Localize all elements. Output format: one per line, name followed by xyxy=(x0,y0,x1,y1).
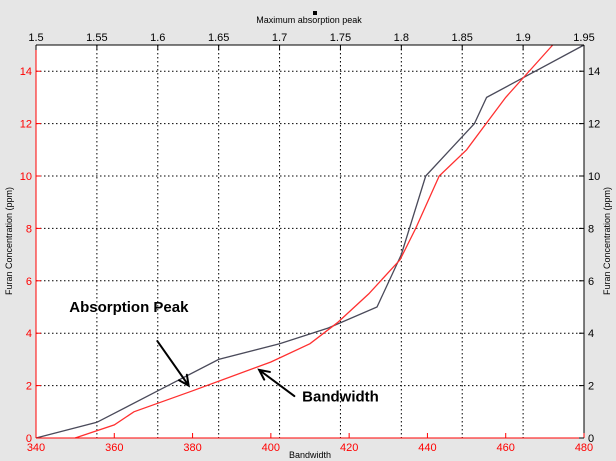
y-left-tick-label: 8 xyxy=(26,223,32,235)
x-bottom-tick-label: 420 xyxy=(340,442,358,454)
y-right-tick-label: 4 xyxy=(588,328,594,340)
x-top-tick-label: 1.85 xyxy=(452,32,473,44)
x-bottom-tick-label: 440 xyxy=(418,442,436,454)
y-right-tick-label: 6 xyxy=(588,276,594,288)
x-top-tick-label: 1.5 xyxy=(28,32,43,44)
y-left-tick-label: 12 xyxy=(20,119,32,131)
series-layer xyxy=(35,44,585,439)
x-top-tick-label: 1.55 xyxy=(86,32,107,44)
annotation-arrow-bandwidth xyxy=(257,368,296,398)
x-top-axis-title: Maximum absorption peak xyxy=(256,15,362,25)
x-bottom-tick-label: 460 xyxy=(497,442,515,454)
y-left-tick-label: 10 xyxy=(20,171,32,183)
x-top-tick-label: 1.75 xyxy=(330,32,351,44)
y-left-tick-label: 4 xyxy=(26,328,32,340)
annotation-layer: Absorption Peak Bandwidth xyxy=(69,299,379,405)
x-bottom-tick-label: 400 xyxy=(262,442,280,454)
series-line-absorption-peak xyxy=(35,44,585,439)
y-left-tick-label: 2 xyxy=(26,381,32,393)
x-bottom-tick-label: 380 xyxy=(183,442,201,454)
x-bottom-tick-label: 360 xyxy=(105,442,123,454)
plot-area xyxy=(36,45,584,438)
axes-layer: 1.5 1.55 1.6 1.65 1.7 1.75 1.8 1.85 1.9 1.95 340 36… xyxy=(20,32,601,454)
y-left-tick-label: 6 xyxy=(26,276,32,288)
y-right-tick-label: 10 xyxy=(588,171,600,183)
y-right-tick-label: 8 xyxy=(588,223,594,235)
x-top-tick-label: 1.95 xyxy=(573,32,594,44)
x-bottom-axis-title: Bandwidth xyxy=(289,450,331,460)
y-right-tick-label: 0 xyxy=(588,433,594,445)
x-bottom-tick-label: 340 xyxy=(27,442,45,454)
annotation-arrow-absorption-peak xyxy=(156,340,190,388)
x-bottom-tick-label: 480 xyxy=(575,442,593,454)
x-top-tick-label: 1.7 xyxy=(272,32,287,44)
x-top-tick-label: 1.9 xyxy=(515,32,530,44)
y-right-axis-title: Furan Concentration (ppm) xyxy=(602,187,612,295)
y-right-tick-label: 14 xyxy=(588,66,600,78)
annotation-label-absorption-peak: Absorption Peak xyxy=(69,299,189,316)
y-left-axis-title: Furan Concentration (ppm) xyxy=(4,187,14,295)
y-left-tick-label: 0 xyxy=(26,433,32,445)
x-top-tick-label: 1.6 xyxy=(150,32,165,44)
top-title-marker xyxy=(313,11,317,15)
y-left-tick-label: 14 xyxy=(20,66,32,78)
y-right-tick-label: 12 xyxy=(588,119,600,131)
annotation-label-bandwidth: Bandwidth xyxy=(302,388,379,405)
series-line-bandwidth xyxy=(74,44,554,439)
y-right-tick-label: 2 xyxy=(588,381,594,393)
x-top-tick-label: 1.8 xyxy=(394,32,409,44)
x-top-tick-label: 1.65 xyxy=(208,32,229,44)
